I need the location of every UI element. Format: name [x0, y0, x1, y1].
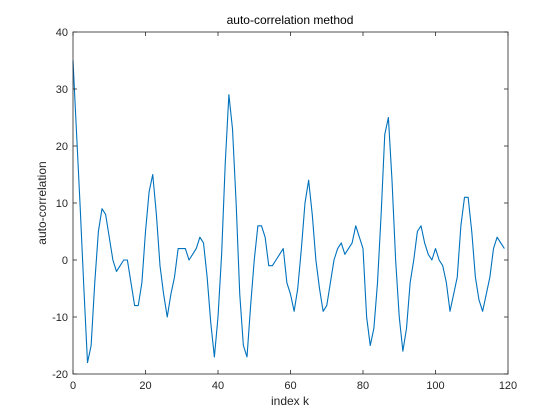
x-tick-label: 60: [284, 380, 296, 392]
x-tick-label: 100: [426, 380, 444, 392]
y-tick-label: 30: [56, 84, 68, 96]
y-axis-label: auto-correlation: [35, 161, 49, 244]
x-tick-label: 40: [212, 380, 224, 392]
x-tick-label: 80: [357, 380, 369, 392]
series-layer: [72, 60, 505, 364]
x-tick-label: 0: [70, 380, 76, 392]
plot-area: [73, 32, 508, 374]
y-tick-label: 20: [56, 141, 68, 153]
y-tick-label: 10: [56, 198, 68, 210]
y-tick-label: 0: [62, 255, 68, 267]
chart-title: auto-correlation method: [227, 13, 354, 27]
y-tick-label: 40: [56, 27, 68, 39]
series-line-0: [72, 60, 505, 364]
x-tick-label: 20: [139, 380, 151, 392]
x-tick-label: 120: [499, 380, 517, 392]
y-tick-label: -20: [52, 369, 68, 381]
y-tick-label: -10: [52, 312, 68, 324]
x-axis-label: index k: [271, 394, 310, 408]
ticks-layer: 0 20 40 60 80 100 120 -20 -10 0 10 20 30 40: [52, 27, 517, 392]
